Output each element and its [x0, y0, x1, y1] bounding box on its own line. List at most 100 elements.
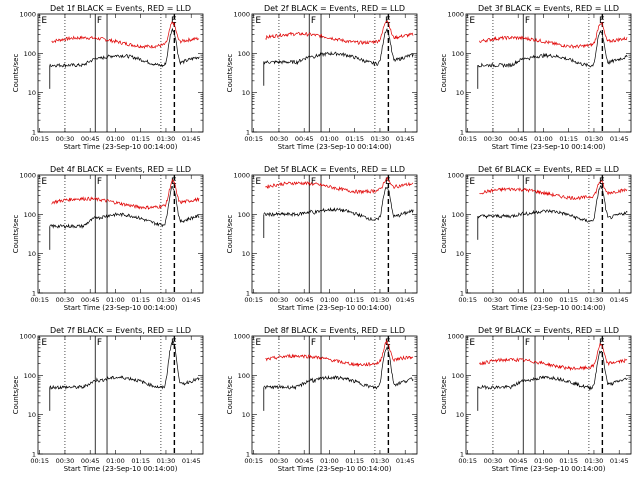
x-tick-label: 01:00 [320, 296, 339, 304]
y-tick-label: 100 [24, 211, 36, 219]
marker-label: F [525, 16, 530, 26]
y-tick-label: 1 [32, 290, 36, 298]
x-tick-label: 01:15 [131, 135, 150, 143]
y-tick-label: 100 [452, 372, 464, 380]
y-tick-label: 100 [238, 211, 250, 219]
y-tick-label: 10 [456, 250, 464, 258]
x-tick-label: 01:15 [131, 296, 150, 304]
marker-label: E [385, 338, 391, 348]
y-tick-label: 10 [242, 89, 250, 97]
x-tick-label: 01:15 [345, 296, 364, 304]
y-tick-label: 100 [24, 50, 36, 58]
x-tick-label: 00:45 [81, 135, 100, 143]
x-tick-label: 01:30 [585, 457, 604, 465]
marker-label: F [311, 16, 316, 26]
y-axis-label: Counts/sec [440, 54, 448, 93]
series-events [49, 341, 200, 390]
marker-label: E [385, 16, 391, 26]
y-tick-label: 100 [452, 211, 464, 219]
x-tick-label: 00:15 [458, 296, 477, 304]
y-tick-label: 1 [460, 451, 464, 459]
x-tick-label: 01:15 [345, 457, 364, 465]
series-events [263, 186, 414, 221]
y-tick-label: 10 [28, 411, 36, 419]
series-lld [479, 180, 628, 201]
y-tick-label: 1 [32, 451, 36, 459]
x-tick-label: 00:15 [244, 135, 263, 143]
y-tick-label: 10 [28, 89, 36, 97]
x-tick-label: 01:00 [534, 135, 553, 143]
plot-frame [465, 174, 632, 294]
y-tick-label: 1 [460, 129, 464, 137]
series-lld [265, 339, 414, 368]
x-tick-label: 00:45 [509, 457, 528, 465]
x-tick-label: 00:30 [56, 296, 75, 304]
x-axis-label: Start Time (23-Sep-10 00:14:00) [492, 465, 606, 473]
x-tick-label: 01:15 [131, 457, 150, 465]
y-tick-label: 100 [452, 50, 464, 58]
panel-title: Det 8f BLACK = Events, RED = LLD [264, 326, 405, 335]
plot-frame [251, 174, 418, 294]
x-tick-label: 01:00 [106, 135, 125, 143]
y-tick-label: 100 [238, 372, 250, 380]
marker-label: E [41, 16, 47, 26]
plot-frame [251, 335, 418, 455]
x-axis-label: Start Time (23-Sep-10 00:14:00) [278, 465, 392, 473]
marker-label: E [255, 177, 261, 187]
x-tick-label: 01:30 [371, 457, 390, 465]
y-tick-label: 10 [456, 411, 464, 419]
x-tick-label: 00:15 [244, 296, 263, 304]
x-tick-label: 00:30 [56, 135, 75, 143]
x-axis-label: Start Time (23-Sep-10 00:14:00) [64, 143, 178, 151]
panel-det-4: Det 4f BLACK = Events, RED = LLD 1 10 100 10… [12, 165, 204, 312]
panel-title: Det 9f BLACK = Events, RED = LLD [478, 326, 619, 335]
x-tick-label: 01:15 [559, 296, 578, 304]
marker-label: E [255, 338, 261, 348]
x-axis-label: Start Time (23-Sep-10 00:14:00) [64, 304, 178, 312]
y-tick-label: 1000 [233, 11, 250, 19]
marker-label: E [41, 177, 47, 187]
marker-label: F [525, 338, 530, 348]
x-tick-label: 01:30 [371, 296, 390, 304]
marker-label: F [311, 177, 316, 187]
x-tick-label: 01:45 [182, 296, 201, 304]
x-tick-label: 00:15 [30, 457, 49, 465]
x-tick-label: 00:45 [295, 457, 314, 465]
marker-label: E [469, 16, 475, 26]
series-events [49, 186, 200, 230]
x-tick-label: 00:45 [81, 457, 100, 465]
y-axis-label: Counts/sec [226, 376, 234, 415]
x-tick-label: 00:45 [295, 135, 314, 143]
marker-label: E [469, 177, 475, 187]
plot-frame [37, 174, 204, 294]
x-tick-label: 00:30 [484, 457, 503, 465]
x-tick-label: 00:30 [270, 457, 289, 465]
panel-title: Det 4f BLACK = Events, RED = LLD [50, 165, 191, 174]
plot-frame [37, 335, 204, 455]
x-tick-label: 01:45 [610, 296, 629, 304]
x-tick-label: 01:00 [106, 296, 125, 304]
y-tick-label: 100 [24, 372, 36, 380]
panel-title: Det 2f BLACK = Events, RED = LLD [264, 4, 405, 13]
marker-label: F [97, 16, 102, 26]
series-lld [265, 176, 414, 195]
x-tick-label: 01:15 [559, 457, 578, 465]
x-tick-label: 01:00 [320, 135, 339, 143]
x-tick-label: 01:30 [371, 135, 390, 143]
y-axis-label: Counts/sec [226, 215, 234, 254]
x-tick-label: 00:15 [30, 296, 49, 304]
y-tick-label: 1000 [19, 172, 36, 180]
series-lld [51, 178, 200, 211]
x-axis-label: Start Time (23-Sep-10 00:14:00) [64, 465, 178, 473]
panel-det-5: Det 5f BLACK = Events, RED = LLD 1 10 100 10… [226, 165, 418, 312]
y-tick-label: 10 [242, 250, 250, 258]
marker-label: E [385, 177, 391, 187]
marker-label: E [469, 338, 475, 348]
x-tick-label: 01:00 [534, 457, 553, 465]
series-events [477, 185, 628, 223]
x-tick-label: 01:45 [610, 457, 629, 465]
x-tick-label: 01:30 [585, 296, 604, 304]
series-lld [479, 21, 628, 50]
x-tick-label: 01:45 [396, 135, 415, 143]
